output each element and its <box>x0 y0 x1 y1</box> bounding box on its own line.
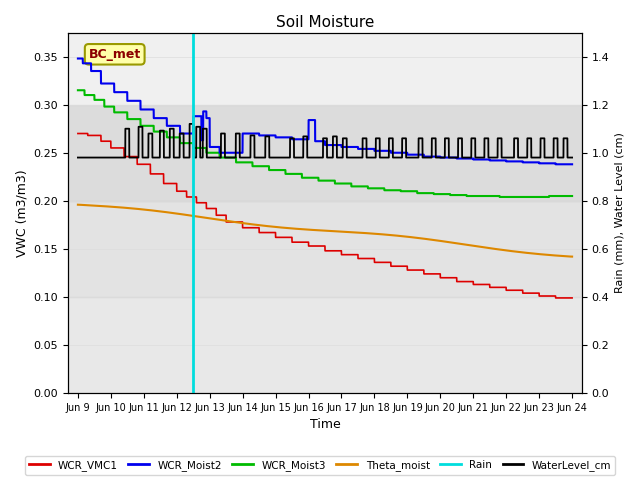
Text: BC_met: BC_met <box>88 48 141 61</box>
Bar <box>68 201 582 297</box>
Y-axis label: VWC (m3/m3): VWC (m3/m3) <box>15 169 28 257</box>
Legend: WCR_VMC1, WCR_Moist2, WCR_Moist3, Theta_moist, Rain, WaterLevel_cm: WCR_VMC1, WCR_Moist2, WCR_Moist3, Theta_… <box>24 456 616 475</box>
Y-axis label: Rain (mm), Water Level (cm): Rain (mm), Water Level (cm) <box>615 132 625 293</box>
Bar <box>68 297 582 393</box>
Title: Soil Moisture: Soil Moisture <box>276 15 374 30</box>
X-axis label: Time: Time <box>310 419 340 432</box>
Bar <box>68 105 582 201</box>
